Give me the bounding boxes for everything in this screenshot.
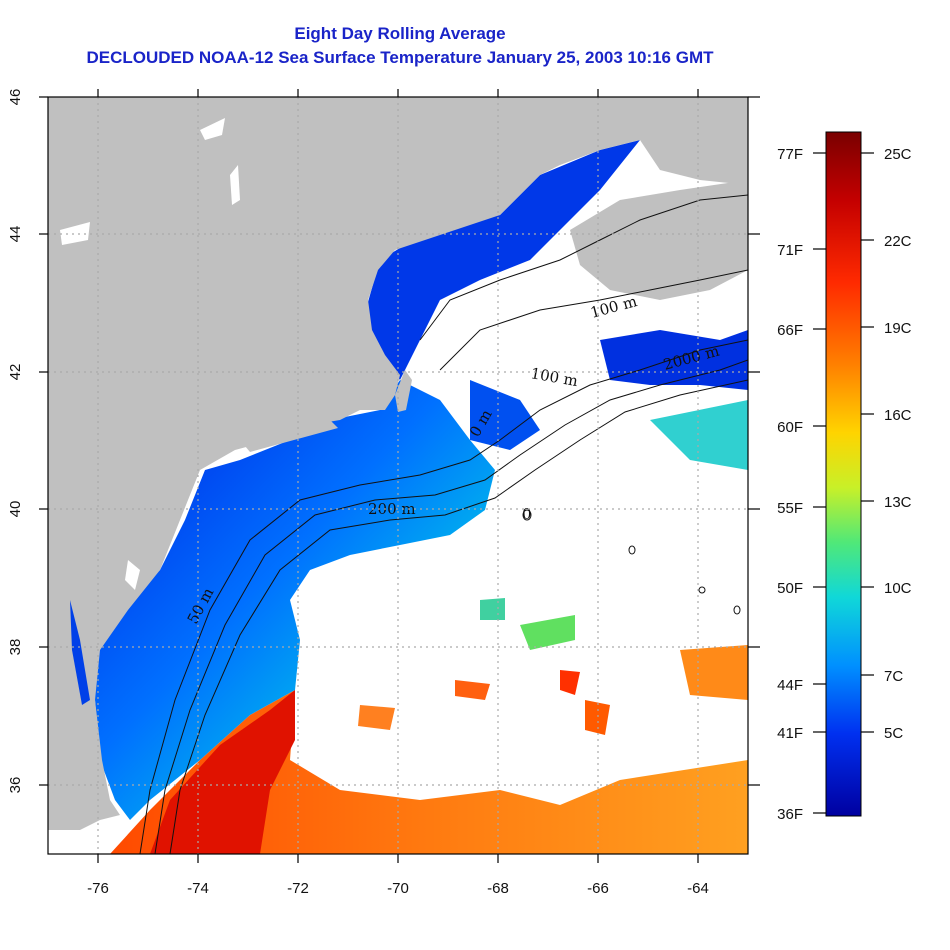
warm-patch xyxy=(455,680,490,700)
x-tick-label: -68 xyxy=(487,880,509,897)
celsius-label: 7C xyxy=(884,668,903,685)
warm-patch xyxy=(560,670,580,695)
y-tick-label: 42 xyxy=(7,364,24,381)
celsius-label: 5C xyxy=(884,725,903,742)
x-tick-label: -64 xyxy=(687,880,709,897)
scotian-shelf-cold-water xyxy=(600,330,748,390)
gulf-stream-core xyxy=(150,690,295,854)
bathymetry-contours xyxy=(139,194,748,854)
warm-patch xyxy=(680,645,748,700)
lake xyxy=(230,165,240,205)
longitude-labels: -76 -74 -72 -70 -68 -66 -64 xyxy=(87,880,709,897)
long-island xyxy=(240,420,338,452)
fahrenheit-label: 44F xyxy=(777,677,803,694)
fahrenheit-label: 55F xyxy=(777,500,803,517)
map-subtitle: DECLOUDED NOAA-12 Sea Surface Temperatur… xyxy=(86,48,714,67)
celsius-label: 16C xyxy=(884,407,912,424)
fahrenheit-label: 77F xyxy=(777,146,803,163)
contour-seamount xyxy=(628,545,636,555)
x-tick-label: -70 xyxy=(387,880,409,897)
x-tick-label: -76 xyxy=(87,880,109,897)
land-mass-northeast-us xyxy=(48,97,748,830)
celsius-label: 13C xyxy=(884,494,912,511)
y-tick-label: 44 xyxy=(7,226,24,243)
graticule xyxy=(48,97,748,854)
contour-2000m xyxy=(169,379,748,854)
georges-bank-cold-water xyxy=(470,380,540,450)
lake xyxy=(60,222,90,245)
contour-200m xyxy=(154,359,748,854)
fahrenheit-label: 36F xyxy=(777,806,803,823)
celsius-label: 25C xyxy=(884,146,912,163)
contour-100m-gulf-of-maine xyxy=(419,194,748,341)
y-tick-label: 46 xyxy=(7,89,24,106)
celsius-label: 10C xyxy=(884,580,912,597)
contour-seamount xyxy=(522,509,532,521)
nova-scotia xyxy=(570,180,748,300)
fahrenheit-label: 71F xyxy=(777,242,803,259)
x-tick-label: -66 xyxy=(587,880,609,897)
map-panel: 50 m 200 m 100 m 100 m 2000 m 0 m 0 xyxy=(48,97,748,854)
celsius-label: 22C xyxy=(884,233,912,250)
fahrenheit-label: 60F xyxy=(777,419,803,436)
warm-patch xyxy=(585,700,610,735)
fahrenheit-label: 50F xyxy=(777,580,803,597)
contour-100m-inner xyxy=(439,269,748,371)
color-scale-legend: 77F 71F 66F 60F 55F 50F 44F 41F 36F 25C … xyxy=(777,131,912,823)
lake xyxy=(200,118,225,140)
axis-ticks xyxy=(39,89,760,863)
fahrenheit-label: 66F xyxy=(777,322,803,339)
contour-label: 0 xyxy=(522,505,532,523)
gulf-of-maine-cold-water xyxy=(360,140,640,380)
cool-patch xyxy=(650,400,748,470)
color-bar xyxy=(825,131,862,817)
celsius-label: 19C xyxy=(884,320,912,337)
delaware-bay xyxy=(125,560,140,590)
cape-cod xyxy=(395,370,412,412)
contour-50m xyxy=(139,339,748,854)
y-tick-label: 40 xyxy=(7,501,24,518)
x-tick-label: -72 xyxy=(287,880,309,897)
x-tick-label: -74 xyxy=(187,880,209,897)
latitude-labels: 36 38 40 42 44 46 xyxy=(7,89,24,794)
cool-patch xyxy=(520,615,575,650)
map-title: Eight Day Rolling Average xyxy=(294,24,506,43)
y-tick-label: 38 xyxy=(7,639,24,656)
shelf-water xyxy=(78,380,495,820)
chesapeake-bay xyxy=(70,600,90,705)
contour-seamount xyxy=(733,605,741,615)
y-tick-label: 36 xyxy=(7,777,24,794)
warm-patch xyxy=(358,705,395,730)
cool-patch xyxy=(480,598,505,620)
contour-seamount xyxy=(698,586,706,594)
fahrenheit-label: 41F xyxy=(777,725,803,742)
